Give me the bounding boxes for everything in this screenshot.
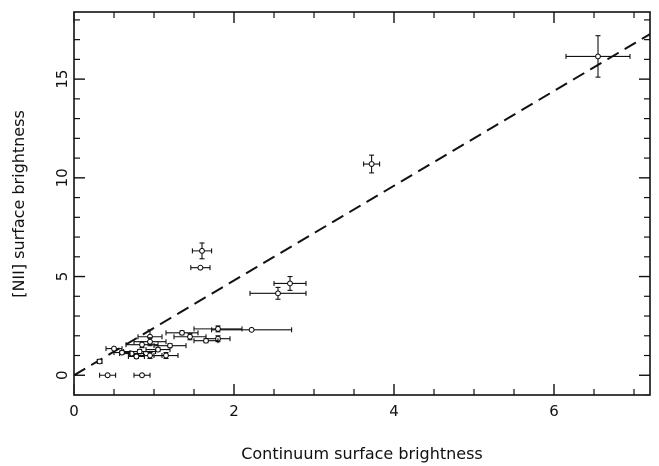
x-tick-label: 0 xyxy=(69,402,79,420)
data-point xyxy=(125,341,159,349)
point-marker xyxy=(187,333,193,340)
point-marker xyxy=(147,352,153,359)
x-tick-label: 4 xyxy=(389,402,399,420)
data-point xyxy=(96,358,103,365)
point-marker xyxy=(155,346,161,353)
data-point xyxy=(99,372,117,379)
point-marker xyxy=(139,372,145,379)
data-point xyxy=(363,154,381,174)
point-marker xyxy=(275,290,281,297)
data-point xyxy=(190,264,211,271)
point-marker xyxy=(179,329,185,336)
data-points xyxy=(96,35,631,379)
point-marker xyxy=(139,341,145,348)
point-marker xyxy=(215,325,221,332)
data-point xyxy=(249,286,307,300)
data-point xyxy=(273,275,307,291)
point-marker xyxy=(96,358,103,365)
y-tick-label: 0 xyxy=(53,370,71,380)
point-marker xyxy=(368,161,375,167)
data-point xyxy=(191,242,213,260)
point-marker xyxy=(147,338,153,345)
point-marker xyxy=(197,264,204,271)
y-tick-label: 10 xyxy=(53,168,71,187)
data-point xyxy=(193,325,243,333)
data-point xyxy=(145,346,171,353)
point-marker xyxy=(199,247,205,254)
plot-frame xyxy=(73,11,651,396)
data-point xyxy=(133,372,151,379)
reference-dashed-line xyxy=(73,33,651,377)
point-marker xyxy=(595,53,601,60)
point-marker xyxy=(104,372,111,379)
point-marker xyxy=(163,352,169,359)
point-marker xyxy=(111,345,117,352)
y-axis-label: [NII] surface brightness xyxy=(9,110,28,298)
y-tick-label: 15 xyxy=(53,70,71,89)
point-marker xyxy=(248,326,255,333)
point-marker xyxy=(287,280,293,287)
y-tick-labels: 0 5 10 15 xyxy=(53,70,71,380)
axis-ticks xyxy=(73,12,650,396)
data-point xyxy=(565,35,631,78)
data-point xyxy=(127,353,145,360)
x-tick-label: 2 xyxy=(229,402,239,420)
y-tick-label: 5 xyxy=(53,272,71,282)
data-point xyxy=(153,342,187,349)
x-axis-label: Continuum surface brightness xyxy=(241,444,483,463)
data-point xyxy=(211,326,293,333)
point-marker xyxy=(133,353,140,360)
data-point xyxy=(105,345,123,352)
data-point xyxy=(173,333,207,341)
data-point xyxy=(165,329,199,336)
data-point xyxy=(137,352,163,360)
data-point xyxy=(133,337,167,347)
x-tick-labels: 0 2 4 6 xyxy=(69,402,559,420)
x-tick-label: 6 xyxy=(549,402,559,420)
